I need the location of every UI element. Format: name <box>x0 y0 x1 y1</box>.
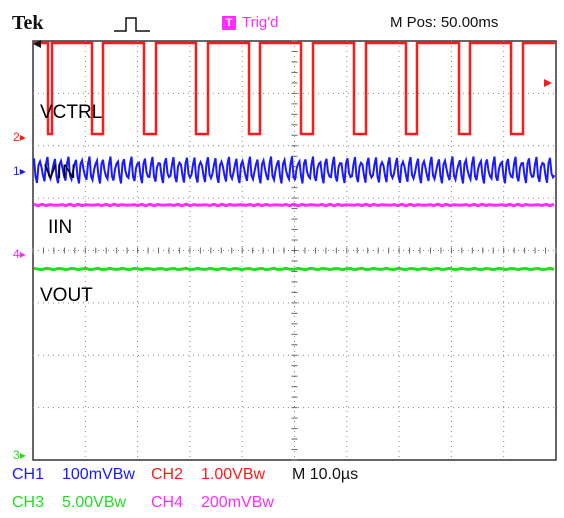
ch1-scale: 100mVBᴡ <box>62 466 135 483</box>
vin-label: VIN <box>44 162 76 183</box>
ch4-marker: 4▸ <box>13 247 26 261</box>
ch4-scale: 200mVBᴡ <box>201 494 274 511</box>
brand-logo: Tek <box>12 12 44 34</box>
trigger-position-marker <box>33 40 41 48</box>
ch2-scale: 1.00VBᴡ <box>201 466 266 483</box>
trigger-pulse-icon <box>114 17 150 32</box>
timebase-readout: M 10.0µs <box>292 466 359 483</box>
iin-trace <box>33 202 555 208</box>
graticule-grid <box>32 40 557 461</box>
ch2-name: CH2 <box>151 466 184 483</box>
vctrl-trace <box>34 41 555 136</box>
vout-label: VOUT <box>40 285 93 306</box>
ch2-marker: 2▸ <box>13 130 26 144</box>
ch3-scale: 5.00VBᴡ <box>62 494 127 511</box>
iin-label: IIN <box>48 217 73 238</box>
ch1-name: CH1 <box>12 466 45 483</box>
ch3-marker: 3▸ <box>13 448 26 462</box>
vout-trace <box>33 266 555 272</box>
ch1-marker: 1▸ <box>13 164 26 178</box>
trigger-level-marker <box>544 79 552 87</box>
vctrl-label: VCTRL <box>40 102 103 123</box>
trigger-badge: T <box>222 16 236 30</box>
ch4-name: CH4 <box>151 494 184 511</box>
ch3-name: CH3 <box>12 494 45 511</box>
position-readout: M Pos: 50.00ms <box>390 14 499 31</box>
trigger-status: Trig'd <box>242 14 279 31</box>
vin-trace <box>33 156 556 184</box>
